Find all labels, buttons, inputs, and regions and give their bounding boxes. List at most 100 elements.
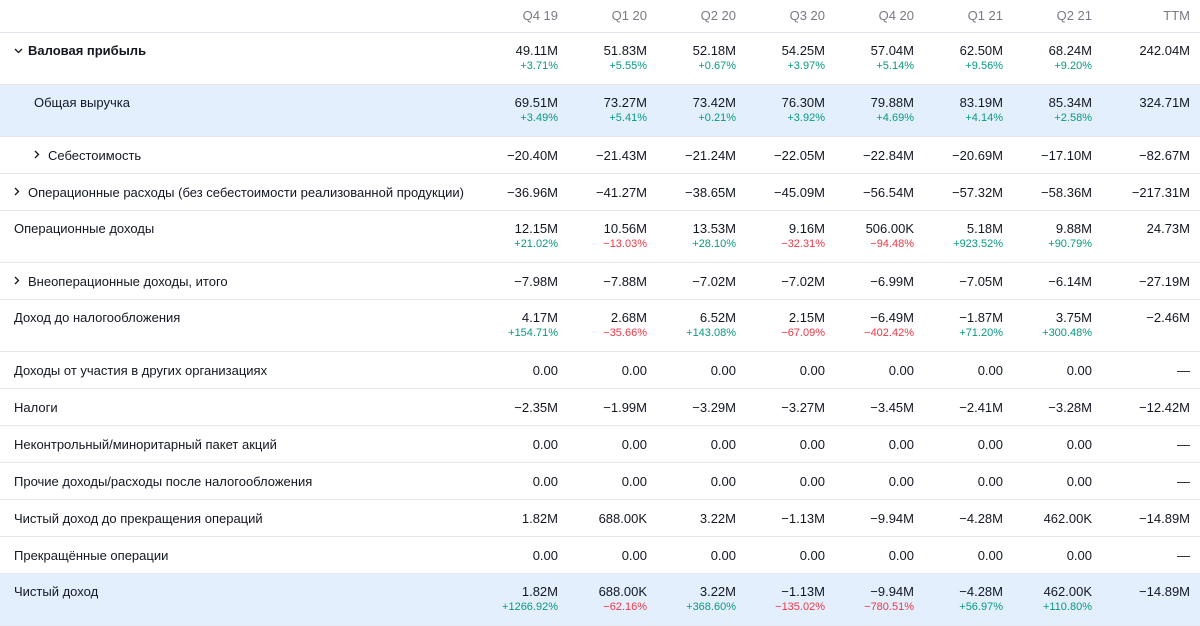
table-row[interactable]: Чистый доход 1.82M +1266.92% 688.00K −62.16… bbox=[0, 574, 1200, 626]
value: 0.00 bbox=[532, 548, 558, 563]
value: 9.16M bbox=[788, 221, 825, 236]
chevron-down-icon[interactable] bbox=[14, 43, 28, 57]
value: −4.28M bbox=[959, 511, 1003, 526]
chevron-right-icon[interactable] bbox=[14, 274, 28, 288]
value-cell: — bbox=[1103, 426, 1200, 462]
table-header: Q4 19 Q1 20 Q2 20 Q3 20 Q4 20 Q1 21 Q2 2… bbox=[0, 0, 1200, 33]
chevron-right-icon[interactable] bbox=[34, 148, 48, 162]
value-cell: 57.04M +5.14% bbox=[836, 33, 925, 84]
change-percent: +3.97% bbox=[787, 60, 825, 72]
table-row[interactable]: Операционные доходы 12.15M +21.02% 10.56M −… bbox=[0, 211, 1200, 263]
value: −7.98M bbox=[514, 274, 558, 289]
row-label: Себестоимость bbox=[48, 147, 142, 163]
value: −6.14M bbox=[1048, 274, 1092, 289]
value-cell: 0.00 bbox=[658, 352, 747, 388]
value-cell: 0.00 bbox=[1014, 537, 1103, 573]
value: −7.05M bbox=[959, 274, 1003, 289]
value-cell: 51.83M +5.55% bbox=[569, 33, 658, 84]
value: 6.52M bbox=[699, 310, 736, 325]
row-label-cell[interactable]: Валовая прибыль bbox=[0, 33, 480, 84]
value: 0.00 bbox=[710, 474, 736, 489]
table-row[interactable]: Доходы от участия в других организациях … bbox=[0, 352, 1200, 389]
value-cell: 0.00 bbox=[836, 463, 925, 499]
value: 73.27M bbox=[603, 95, 647, 110]
row-label: Валовая прибыль bbox=[28, 42, 147, 58]
value-cell: 462.00K +110.80% bbox=[1014, 574, 1103, 625]
value: 1.82M bbox=[521, 584, 558, 599]
table-row[interactable]: Операционные расходы (без себестоимости … bbox=[0, 174, 1200, 211]
value: −22.05M bbox=[774, 148, 825, 163]
value: −3.28M bbox=[1048, 400, 1092, 415]
value: 0.00 bbox=[977, 363, 1003, 378]
value: −3.27M bbox=[781, 400, 825, 415]
value-cell: 688.00K −62.16% bbox=[569, 574, 658, 625]
value-cell: 0.00 bbox=[925, 463, 1014, 499]
value: 0.00 bbox=[710, 548, 736, 563]
value: −6.99M bbox=[870, 274, 914, 289]
table-row[interactable]: Прочие доходы/расходы после налогообложе… bbox=[0, 463, 1200, 500]
value: −20.69M bbox=[952, 148, 1003, 163]
value-cell: 3.22M +368.60% bbox=[658, 574, 747, 625]
table-row[interactable]: Внеоперационные доходы, итого −7.98M −7.8… bbox=[0, 263, 1200, 300]
value: 79.88M bbox=[870, 95, 914, 110]
change-percent: +5.55% bbox=[609, 60, 647, 72]
table-row[interactable]: Налоги −2.35M −1.99M −3.29M −3.27M −3.45M −2.… bbox=[0, 389, 1200, 426]
row-label-cell[interactable]: Операционные расходы (без себестоимости … bbox=[0, 174, 480, 210]
value-cell: 4.17M +154.71% bbox=[480, 300, 569, 351]
value: 5.18M bbox=[966, 221, 1003, 236]
value: −27.19M bbox=[1139, 274, 1190, 289]
change-percent: +56.97% bbox=[959, 601, 1003, 613]
value: −45.09M bbox=[774, 185, 825, 200]
value-cell: 0.00 bbox=[480, 537, 569, 573]
value: 54.25M bbox=[781, 43, 825, 58]
value: −36.96M bbox=[507, 185, 558, 200]
value: −4.28M bbox=[959, 584, 1003, 599]
value-cell: 0.00 bbox=[747, 537, 836, 573]
value: 2.68M bbox=[610, 310, 647, 325]
value-cell: −4.28M +56.97% bbox=[925, 574, 1014, 625]
value: — bbox=[1177, 474, 1190, 489]
change-percent: +143.08% bbox=[686, 327, 736, 339]
value-cell: — bbox=[1103, 352, 1200, 388]
row-label-cell[interactable]: Себестоимость bbox=[0, 137, 480, 173]
table-row[interactable]: Общая выручка 69.51M +3.49% 73.27M +5.41% 73… bbox=[0, 85, 1200, 137]
row-label-cell[interactable]: Внеоперационные доходы, итого bbox=[0, 263, 480, 299]
value-cell: −12.42M bbox=[1103, 389, 1200, 425]
value-cell: −3.29M bbox=[658, 389, 747, 425]
table-row[interactable]: Прекращённые операции 0.00 0.00 0.00 0.00 0.… bbox=[0, 537, 1200, 574]
value: −14.89M bbox=[1139, 511, 1190, 526]
change-percent: −67.09% bbox=[781, 327, 825, 339]
value-cell: −36.96M bbox=[480, 174, 569, 210]
value: 0.00 bbox=[888, 548, 914, 563]
value: — bbox=[1177, 363, 1190, 378]
value: 12.15M bbox=[514, 221, 558, 236]
value-cell: −21.24M bbox=[658, 137, 747, 173]
table-row[interactable]: Неконтрольный/миноритарный пакет акций 0… bbox=[0, 426, 1200, 463]
value-cell: 69.51M +3.49% bbox=[480, 85, 569, 136]
change-percent: −35.66% bbox=[603, 327, 647, 339]
value-cell: 0.00 bbox=[925, 426, 1014, 462]
table-row[interactable]: Чистый доход до прекращения операций 1.8… bbox=[0, 500, 1200, 537]
change-percent: +9.20% bbox=[1054, 60, 1092, 72]
table-row[interactable]: Себестоимость −20.40M −21.43M −21.24M −22.0… bbox=[0, 137, 1200, 174]
value-cell: 9.16M −32.31% bbox=[747, 211, 836, 262]
value: −1.87M bbox=[959, 310, 1003, 325]
column-header-q4-20: Q4 20 bbox=[878, 8, 914, 23]
value: 0.00 bbox=[977, 474, 1003, 489]
value: −3.29M bbox=[692, 400, 736, 415]
change-percent: +28.10% bbox=[692, 238, 736, 250]
value-cell: 0.00 bbox=[1014, 463, 1103, 499]
value-cell: −27.19M bbox=[1103, 263, 1200, 299]
table-row[interactable]: Доход до налогообложения 4.17M +154.71% 2.… bbox=[0, 300, 1200, 352]
value: 76.30M bbox=[781, 95, 825, 110]
value: 0.00 bbox=[799, 548, 825, 563]
chevron-right-icon[interactable] bbox=[14, 185, 28, 199]
value-cell: −2.46M bbox=[1103, 300, 1200, 351]
table-row[interactable]: Валовая прибыль 49.11M +3.71% 51.83M +5.55%… bbox=[0, 33, 1200, 85]
value: 0.00 bbox=[888, 474, 914, 489]
change-percent: +3.92% bbox=[787, 112, 825, 124]
value: 324.71M bbox=[1139, 95, 1190, 110]
value: 68.24M bbox=[1048, 43, 1092, 58]
row-label: Налоги bbox=[14, 399, 58, 415]
row-label-cell: Доходы от участия в других организациях bbox=[0, 352, 480, 388]
